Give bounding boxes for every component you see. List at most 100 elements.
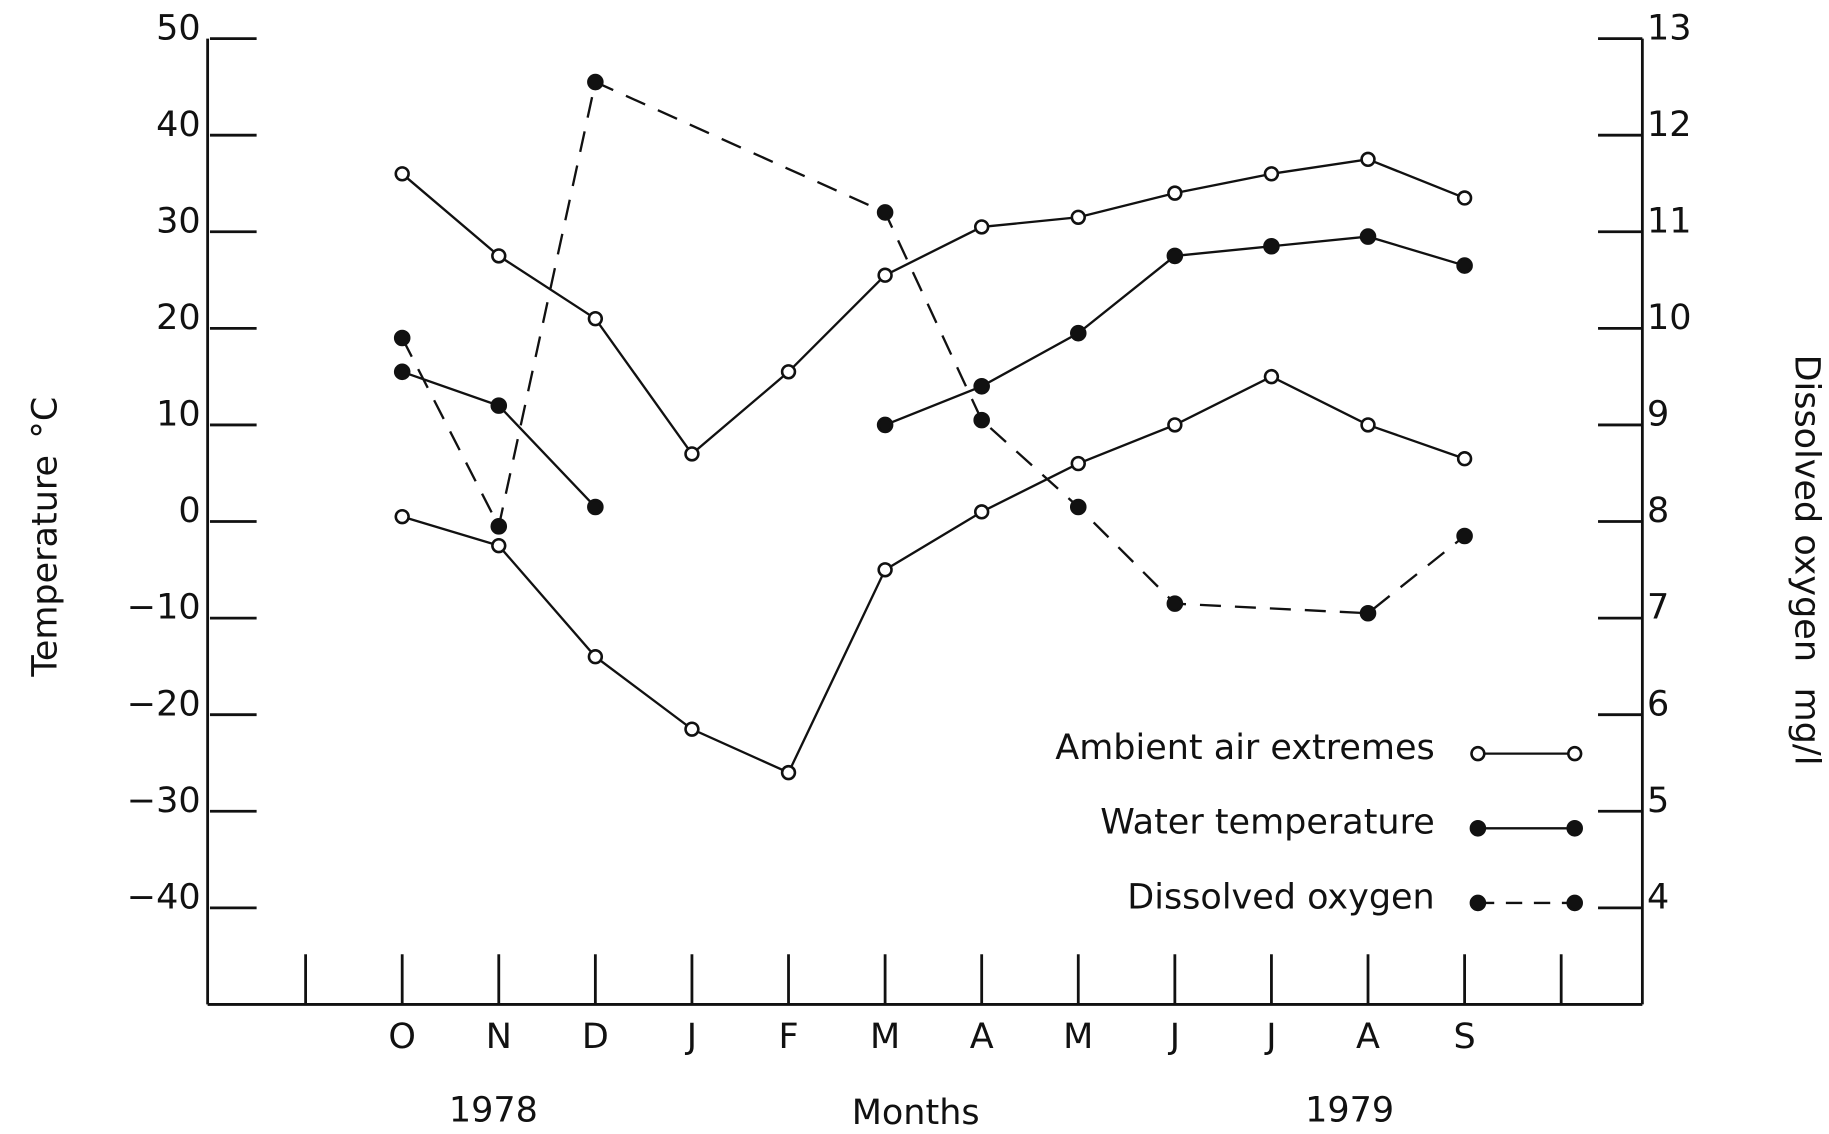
series-marker	[490, 518, 508, 535]
x-tick-label: N	[486, 1017, 512, 1057]
series-marker	[1456, 190, 1473, 206]
y2-tick-label: 4	[1647, 878, 1669, 918]
y-tick-label: 30	[156, 201, 201, 241]
y2-tick-label: 5	[1647, 781, 1669, 821]
series-marker	[1167, 185, 1183, 201]
series-marker	[394, 166, 410, 182]
series-line	[401, 80, 1466, 615]
series-marker	[490, 397, 508, 414]
series-marker	[876, 204, 894, 221]
x-tick-label: A	[970, 1017, 994, 1057]
legend-label: Water temperature	[1100, 803, 1434, 843]
legend-label: Dissolved oxygen	[1127, 877, 1434, 917]
legend-marker	[1469, 894, 1487, 912]
x-tick-label: A	[1356, 1017, 1380, 1057]
series-marker	[684, 446, 700, 462]
legend-marker	[1469, 820, 1487, 837]
y-axis-label: Temperature °C	[26, 397, 66, 678]
series-marker	[973, 411, 990, 429]
y-tick-label: 20	[156, 298, 201, 338]
series-marker	[1070, 209, 1086, 225]
series-marker	[1360, 151, 1376, 168]
series-marker	[1069, 324, 1087, 342]
series-marker	[684, 721, 700, 737]
series-marker	[877, 562, 893, 578]
series-marker	[394, 508, 410, 525]
series-marker	[1263, 368, 1280, 385]
x-tick-label: J	[1168, 1017, 1180, 1057]
series-marker	[1263, 166, 1280, 182]
y-axis-unit: °C	[26, 397, 66, 439]
y-tick-label: −30	[127, 781, 201, 821]
series-marker	[780, 364, 797, 380]
series-marker	[1166, 595, 1184, 612]
x-tick-label: J	[1264, 1017, 1276, 1057]
series-marker	[1359, 228, 1377, 245]
y2-axis-label: Dissolved oxygen mg/l	[1787, 355, 1827, 766]
y-tick-label: −10	[127, 588, 201, 628]
y2-axis-title: Dissolved oxygen	[1787, 355, 1827, 662]
series-marker	[1456, 451, 1473, 467]
legend-marker	[1566, 820, 1583, 837]
series-marker	[491, 537, 507, 554]
year-label: 1979	[1305, 1091, 1394, 1131]
series-marker	[1360, 417, 1376, 433]
y2-tick-label: 6	[1647, 684, 1669, 724]
series-marker	[780, 764, 797, 781]
x-tick-label: M	[870, 1017, 900, 1057]
y-tick-label: 0	[178, 491, 200, 531]
series-marker	[1167, 417, 1183, 433]
series-marker	[973, 219, 990, 235]
series-marker	[393, 363, 411, 381]
y2-tick-label: 10	[1647, 298, 1692, 338]
x-axis-label: Months	[852, 1093, 980, 1133]
y-tick-label: 50	[156, 8, 201, 48]
x-tick-label: S	[1453, 1017, 1475, 1057]
series-marker	[1069, 498, 1087, 516]
y-tick-label: −20	[127, 684, 201, 724]
y2-axis-unit: mg/l	[1787, 688, 1827, 766]
x-tick-label: F	[778, 1017, 798, 1057]
series-marker	[877, 267, 893, 283]
series-marker	[393, 329, 411, 347]
series-line	[401, 158, 1466, 456]
legend-marker	[1470, 745, 1486, 762]
x-tick-label: M	[1063, 1017, 1093, 1057]
series-marker	[1070, 455, 1086, 472]
legend-marker	[1566, 894, 1583, 912]
y2-tick-label: 9	[1647, 395, 1669, 435]
x-tick-label: O	[388, 1017, 416, 1057]
series-marker	[973, 378, 990, 395]
y2-tick-label: 11	[1647, 201, 1692, 241]
year-label: 1978	[449, 1091, 538, 1131]
y2-tick-label: 8	[1647, 491, 1669, 531]
series-marker	[587, 73, 604, 91]
legend-label: Ambient air extremes	[1055, 728, 1434, 768]
y-tick-label: 40	[156, 105, 201, 145]
series-line	[884, 235, 1465, 427]
y2-tick-label: 7	[1647, 588, 1669, 628]
series-marker	[1456, 527, 1473, 545]
series-line	[401, 370, 597, 508]
series-marker	[876, 416, 894, 434]
y-axis-title: Temperature	[26, 455, 66, 678]
y-tick-label: −40	[127, 878, 201, 918]
series-marker	[587, 310, 604, 327]
series-marker	[1166, 247, 1184, 265]
series-marker	[973, 504, 990, 520]
series-marker	[587, 649, 604, 665]
x-tick-label: J	[685, 1017, 697, 1057]
series-marker	[491, 248, 507, 264]
series-marker	[1263, 237, 1280, 255]
y2-tick-label: 13	[1647, 8, 1692, 48]
series-marker	[587, 498, 604, 516]
series-line	[401, 375, 1465, 775]
y-tick-label: 10	[156, 395, 201, 435]
x-tick-label: D	[582, 1017, 609, 1057]
series-marker	[1456, 257, 1473, 274]
series-marker	[1359, 604, 1377, 622]
legend-marker	[1567, 745, 1583, 762]
y2-tick-label: 12	[1647, 105, 1692, 145]
